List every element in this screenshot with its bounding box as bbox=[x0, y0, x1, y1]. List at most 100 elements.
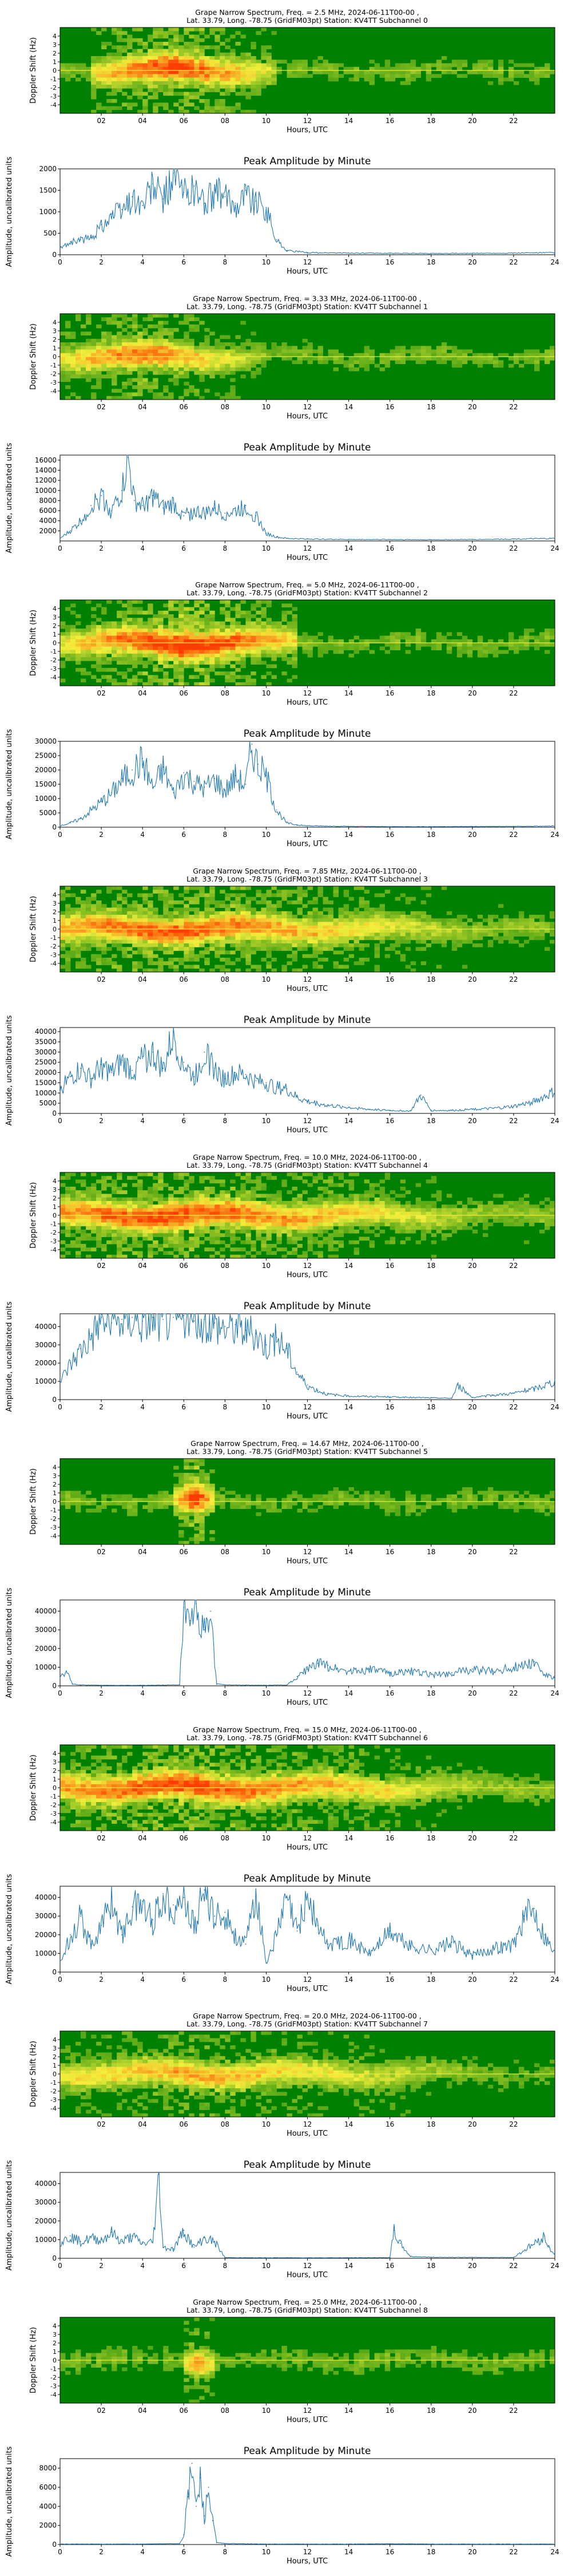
spectrogram-cell bbox=[148, 943, 153, 947]
spectrogram-cell bbox=[76, 1222, 81, 1227]
spectrogram-cell bbox=[189, 650, 194, 654]
spectrogram-cell bbox=[534, 929, 540, 933]
spectrogram-cell bbox=[163, 643, 169, 647]
spectrogram-cell bbox=[225, 1222, 231, 1227]
spectrogram-cell bbox=[199, 66, 205, 71]
spectrogram-cell bbox=[204, 1187, 210, 1191]
spectrogram-cell bbox=[112, 936, 117, 941]
spectrogram-cell bbox=[168, 56, 174, 60]
spectrogram-cell bbox=[60, 1240, 66, 1244]
spectrogram-subtitle: Lat. 33.79, Long. -78.75 (GridFM03pt) St… bbox=[186, 1161, 428, 1170]
spectrogram-cell bbox=[220, 1179, 225, 1184]
spectrogram-cell bbox=[472, 929, 478, 933]
spectrogram-cell bbox=[431, 74, 437, 78]
spectrogram-cell bbox=[276, 653, 282, 658]
spectrogram-cell bbox=[287, 603, 292, 607]
spectrogram-cell bbox=[251, 88, 256, 92]
spectrogram-cell bbox=[194, 27, 200, 31]
amplitude-point bbox=[245, 505, 247, 507]
spectrogram-cell bbox=[96, 81, 102, 85]
spectrogram-cell bbox=[76, 1179, 81, 1184]
spectrogram-cell bbox=[240, 1254, 246, 1259]
spectrogram-cell bbox=[204, 678, 210, 683]
spectrogram-cell bbox=[137, 1183, 143, 1187]
spectrogram-cell bbox=[508, 77, 514, 82]
x-tick-label: 4 bbox=[140, 258, 145, 266]
spectrogram-cell bbox=[261, 915, 267, 919]
spectrogram-cell bbox=[173, 34, 179, 39]
spectrogram-cell bbox=[163, 893, 169, 898]
spectrogram-cell bbox=[178, 56, 184, 60]
x-tick-label: 20 bbox=[468, 1117, 476, 1125]
spectrogram-cell bbox=[220, 1233, 225, 1237]
spectrogram-cell bbox=[117, 614, 122, 618]
spectrogram-cell bbox=[81, 650, 86, 654]
spectrogram-cell bbox=[220, 664, 225, 669]
spectrogram-cell bbox=[281, 349, 287, 354]
spectrogram-cell bbox=[245, 60, 251, 64]
spectrogram-cell bbox=[158, 893, 164, 898]
spectrogram-cell bbox=[317, 918, 323, 922]
spectrogram-cell bbox=[266, 900, 272, 904]
spectrogram-cell bbox=[194, 45, 200, 49]
spectrogram-cell bbox=[508, 70, 514, 74]
spectrogram-cell bbox=[251, 56, 256, 60]
spectrogram-cell bbox=[76, 933, 81, 937]
spectrogram-cell bbox=[513, 933, 519, 937]
spectrogram-cell bbox=[251, 81, 256, 85]
spectrogram-cell bbox=[518, 63, 525, 68]
spectrogram-cell bbox=[142, 610, 148, 615]
spectrogram-cell bbox=[194, 1219, 200, 1223]
spectrogram-cell bbox=[420, 639, 427, 643]
spectrogram-cell bbox=[184, 918, 189, 922]
amplitude-point bbox=[265, 775, 267, 776]
spectrogram-cell bbox=[220, 939, 225, 944]
spectrogram-cell bbox=[117, 60, 122, 64]
spectrogram-cell bbox=[503, 643, 509, 647]
spectrogram-cell bbox=[333, 886, 339, 890]
spectrogram-cell bbox=[451, 349, 458, 354]
spectrogram-cell bbox=[374, 915, 380, 919]
spectrogram-cell bbox=[271, 625, 277, 629]
spectrogram-cell bbox=[281, 657, 287, 661]
spectrogram-cell bbox=[76, 614, 81, 618]
spectrogram-cell bbox=[91, 342, 97, 346]
spectrogram-cell bbox=[266, 45, 272, 49]
spectrogram-cell bbox=[148, 349, 153, 354]
spectrogram-cell bbox=[225, 1230, 231, 1234]
spectrogram-cell bbox=[297, 936, 303, 941]
spectrogram-cell bbox=[240, 109, 246, 114]
spectrogram-cell bbox=[178, 629, 184, 633]
spectrogram-cell bbox=[158, 643, 164, 647]
spectrogram-cell bbox=[173, 925, 179, 930]
spectrogram-cell bbox=[117, 600, 122, 604]
spectrogram-cell bbox=[472, 643, 478, 647]
spectrogram-cell bbox=[369, 357, 375, 361]
spectrogram-cell bbox=[60, 374, 66, 378]
spectrogram-cell bbox=[86, 70, 92, 74]
spectrogram-cell bbox=[436, 66, 442, 71]
spectrogram-cell bbox=[137, 70, 143, 74]
spectrogram-cell bbox=[328, 643, 333, 647]
spectrogram-cell bbox=[415, 639, 422, 643]
spectrogram-cell bbox=[158, 70, 164, 74]
spectrogram-cell bbox=[76, 374, 81, 378]
spectrogram-cell bbox=[508, 635, 514, 640]
spectrogram-cell bbox=[153, 646, 158, 650]
spectrogram-cell bbox=[91, 85, 97, 89]
spectrogram-cell bbox=[436, 918, 442, 922]
spectrogram-cell bbox=[158, 66, 164, 71]
spectrogram-cell bbox=[91, 27, 97, 31]
spectrogram-cell bbox=[76, 1230, 81, 1234]
spectrogram-cell bbox=[415, 929, 422, 933]
spectrogram-cell bbox=[168, 81, 174, 85]
spectrogram-cell bbox=[214, 102, 220, 106]
spectrogram-cell bbox=[204, 682, 210, 686]
spectrogram-cell bbox=[261, 629, 267, 633]
spectrogram-cell bbox=[390, 66, 396, 71]
spectrogram-cell bbox=[142, 1208, 148, 1212]
spectrogram-cell bbox=[529, 922, 535, 926]
spectrogram-cell bbox=[70, 1187, 76, 1191]
spectrogram-cell bbox=[374, 66, 380, 71]
spectrogram-cell bbox=[65, 331, 71, 335]
